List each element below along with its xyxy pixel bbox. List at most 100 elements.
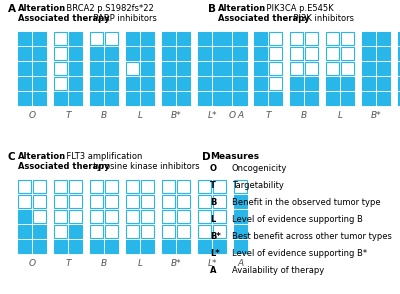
Text: O: O (28, 111, 36, 120)
Text: Level of evidence supporting B*: Level of evidence supporting B* (232, 249, 367, 258)
Text: A: A (8, 4, 16, 14)
Bar (198, 180, 211, 193)
Bar (177, 92, 190, 105)
Bar (377, 47, 390, 60)
Bar (233, 92, 246, 105)
Bar (305, 92, 318, 105)
Bar (213, 225, 226, 238)
Text: B: B (208, 4, 216, 14)
Text: Oncogenicity: Oncogenicity (232, 164, 287, 173)
Bar (162, 32, 175, 45)
Bar (218, 92, 231, 105)
Bar (33, 32, 46, 45)
Bar (377, 32, 390, 45)
Bar (162, 195, 175, 208)
Text: : tyrosine kinase inhibitors: : tyrosine kinase inhibitors (88, 162, 200, 171)
Bar (54, 77, 67, 90)
Bar (33, 62, 46, 75)
Bar (105, 32, 118, 45)
Bar (162, 62, 175, 75)
Text: Level of evidence supporting B: Level of evidence supporting B (232, 215, 363, 224)
Text: L*: L* (210, 249, 220, 258)
Bar (290, 77, 303, 90)
Bar (177, 32, 190, 45)
Bar (398, 92, 400, 105)
Text: T: T (65, 259, 71, 268)
Text: Associated therapy: Associated therapy (18, 14, 110, 23)
Bar (33, 47, 46, 60)
Bar (254, 92, 267, 105)
Bar (234, 210, 247, 223)
Bar (18, 180, 31, 193)
Bar (234, 180, 247, 193)
Bar (234, 47, 247, 60)
Bar (105, 180, 118, 193)
Bar (198, 62, 211, 75)
Text: Best benefit across other tumor types: Best benefit across other tumor types (232, 232, 392, 241)
Bar (234, 195, 247, 208)
Bar (341, 47, 354, 60)
Bar (69, 210, 82, 223)
Bar (18, 92, 31, 105)
Bar (126, 210, 139, 223)
Bar (254, 77, 267, 90)
Bar (126, 195, 139, 208)
Bar (198, 77, 211, 90)
Bar (33, 210, 46, 223)
Bar (54, 225, 67, 238)
Bar (362, 62, 375, 75)
Bar (234, 77, 247, 90)
Bar (33, 195, 46, 208)
Bar (141, 32, 154, 45)
Bar (18, 77, 31, 90)
Bar (213, 210, 226, 223)
Bar (326, 92, 339, 105)
Bar (90, 32, 103, 45)
Bar (126, 225, 139, 238)
Bar (362, 32, 375, 45)
Bar (234, 240, 247, 253)
Text: A: A (210, 266, 216, 275)
Text: L*: L* (207, 111, 217, 120)
Text: L*: L* (207, 259, 217, 268)
Bar (177, 195, 190, 208)
Bar (141, 77, 154, 90)
Bar (90, 195, 103, 208)
Bar (54, 32, 67, 45)
Bar (269, 47, 282, 60)
Bar (198, 92, 211, 105)
Bar (341, 62, 354, 75)
Bar (18, 240, 31, 253)
Bar (69, 195, 82, 208)
Bar (305, 47, 318, 60)
Bar (69, 32, 82, 45)
Text: B: B (101, 111, 107, 120)
Bar (398, 62, 400, 75)
Bar (341, 77, 354, 90)
Bar (234, 92, 247, 105)
Bar (233, 62, 246, 75)
Text: : BRCA2 p.S1982fs*22: : BRCA2 p.S1982fs*22 (61, 4, 154, 13)
Bar (33, 180, 46, 193)
Bar (90, 240, 103, 253)
Text: : PIK3CA p.E545K: : PIK3CA p.E545K (261, 4, 334, 13)
Bar (362, 92, 375, 105)
Text: O: O (210, 164, 217, 173)
Bar (33, 225, 46, 238)
Text: B: B (101, 259, 107, 268)
Bar (69, 77, 82, 90)
Text: A: A (238, 111, 244, 120)
Text: L: L (210, 215, 215, 224)
Bar (305, 32, 318, 45)
Text: : PARP inhibitors: : PARP inhibitors (88, 14, 157, 23)
Bar (341, 92, 354, 105)
Bar (54, 240, 67, 253)
Bar (105, 225, 118, 238)
Bar (162, 77, 175, 90)
Text: T: T (265, 111, 271, 120)
Bar (105, 195, 118, 208)
Bar (198, 47, 211, 60)
Text: T: T (210, 181, 216, 190)
Bar (141, 62, 154, 75)
Text: O: O (28, 259, 36, 268)
